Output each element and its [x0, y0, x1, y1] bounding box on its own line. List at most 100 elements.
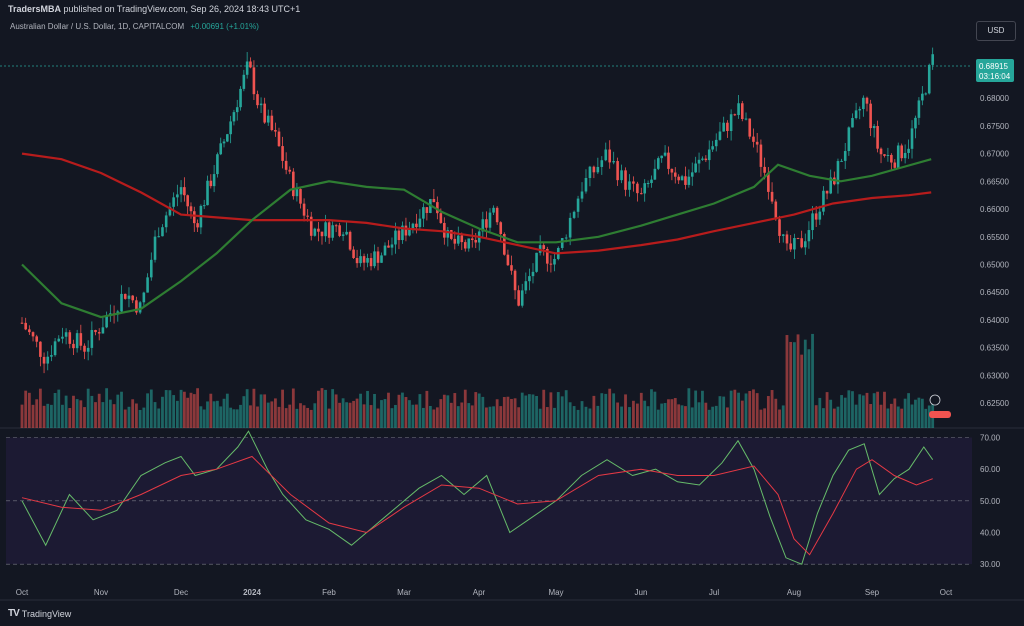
volume-bar [35, 399, 39, 428]
candle [369, 258, 373, 267]
volume-bar [411, 404, 415, 428]
volume-bar [656, 409, 660, 428]
candle [584, 177, 588, 192]
volume-bar [635, 403, 639, 428]
volume-bar [421, 407, 425, 428]
candle [422, 207, 425, 219]
candle [341, 234, 345, 236]
candle [592, 166, 596, 173]
candle [714, 139, 718, 147]
volume-bar [284, 408, 288, 428]
candle [778, 219, 781, 236]
candle [209, 180, 213, 187]
candle [814, 213, 818, 220]
rsi-tick-label: 40.00 [980, 529, 1001, 538]
publish-header: TradersMBA published on TradingView.com,… [0, 0, 1024, 18]
currency-button[interactable]: USD [976, 21, 1016, 41]
price-tick-label: 0.65000 [980, 260, 1009, 269]
candle [327, 222, 331, 238]
candle [432, 199, 436, 203]
tradingview-brand[interactable]: TV TradingView [8, 608, 71, 619]
volume-bar [477, 393, 481, 428]
volume-bar [889, 403, 893, 428]
last-price-value: 0.68915 [979, 62, 1008, 71]
candle [542, 245, 546, 249]
candle [252, 67, 256, 95]
candle [744, 118, 748, 120]
candle [755, 141, 759, 145]
bar-countdown: 03:16:04 [979, 72, 1011, 81]
volume-bar [425, 390, 429, 428]
volume-bar [432, 409, 436, 428]
candle [168, 206, 172, 216]
candle [646, 183, 650, 185]
volume-bar [435, 407, 439, 428]
candle [383, 245, 387, 256]
volume-bar [774, 398, 778, 428]
volume-bar [690, 407, 694, 428]
volume-bar [189, 392, 193, 428]
candle [836, 161, 840, 185]
volume-bar [320, 388, 324, 428]
volume-bar [192, 394, 196, 428]
volume-bar [822, 408, 825, 428]
volume-bar [924, 408, 928, 428]
volume-bar [903, 398, 907, 428]
candle [896, 145, 900, 168]
volume-bar [789, 341, 793, 428]
time-tick-label: May [548, 588, 563, 597]
candle [604, 149, 608, 161]
candle [249, 61, 252, 68]
price-tick-label: 0.64000 [980, 316, 1009, 325]
volume-bar [249, 405, 252, 428]
rsi-tick-label: 50.00 [980, 497, 1001, 506]
candle [259, 103, 263, 106]
time-tick-label: Oct [16, 588, 29, 597]
candle [568, 217, 572, 238]
volume-bar [531, 394, 535, 428]
volume-bar [524, 395, 528, 428]
volume-bar [179, 389, 183, 428]
volume-bar [232, 409, 236, 428]
time-tick-label: Jun [635, 588, 648, 597]
volume-bar [161, 396, 164, 428]
volume-bar [31, 404, 35, 428]
candle [35, 336, 39, 342]
candle [232, 112, 236, 122]
rsi-tick-label: 70.00 [980, 434, 1001, 443]
candle [684, 176, 687, 185]
candle [411, 223, 415, 229]
volume-bar [50, 404, 53, 428]
volume-bar [858, 394, 862, 428]
candle [53, 341, 57, 356]
candle [513, 270, 517, 291]
candle [667, 152, 670, 169]
candle [31, 332, 35, 337]
volume-bar [572, 406, 576, 428]
volume-bar [334, 394, 338, 428]
candle [612, 161, 615, 163]
candle [266, 115, 270, 123]
candle [83, 345, 86, 352]
volume-bar [313, 403, 317, 428]
volume-bar [893, 398, 897, 428]
candle [245, 61, 249, 75]
symbol-title: Australian Dollar / U.S. Dollar, 1D, CAP… [10, 22, 185, 31]
volume-bar [209, 393, 213, 428]
volume-bar [687, 388, 691, 428]
volume-bar [83, 407, 86, 428]
candle [418, 218, 422, 228]
volume-bar [697, 402, 701, 428]
volume-bar [876, 391, 879, 428]
candle [24, 322, 27, 330]
candle [677, 176, 680, 181]
volume-bar [164, 390, 168, 428]
volume-bar [105, 388, 109, 428]
rsi-tick-label: 60.00 [980, 465, 1001, 474]
candle [785, 234, 789, 244]
candle [456, 235, 460, 244]
candle [687, 176, 691, 185]
symbol-legend: Australian Dollar / U.S. Dollar, 1D, CAP… [10, 22, 259, 31]
volume-bar [153, 402, 157, 428]
